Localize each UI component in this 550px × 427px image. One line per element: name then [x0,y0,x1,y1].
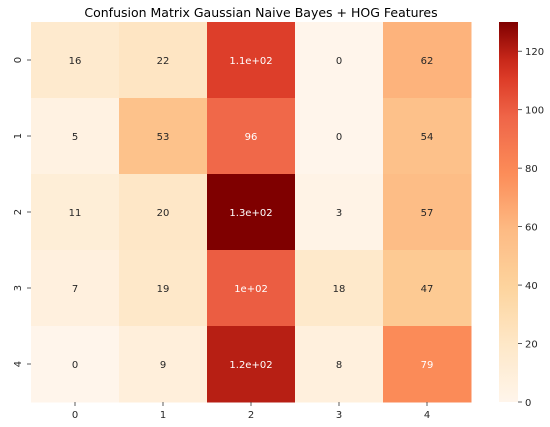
x-tick-label: 0 [72,410,78,421]
cell-value-label: 57 [421,208,434,219]
heatmap-cell [207,326,296,403]
y-tick-label: 3 [13,285,24,291]
heatmap-cell [295,22,384,99]
colorbar-tick-label: 80 [525,164,538,175]
heatmap-cell [31,250,120,327]
heatmap-cell [295,174,384,251]
colorbar-gradient [499,22,518,402]
cell-value-label: 1.2e+02 [229,360,272,371]
colorbar-tick-label: 60 [525,223,538,234]
chart-title: Confusion Matrix Gaussian Naive Bayes + … [84,5,437,20]
cell-value-label: 20 [157,208,170,219]
heatmap-cell [383,250,472,327]
x-tick-label: 1 [160,410,166,421]
heatmap-cell [207,174,296,251]
cell-value-label: 1e+02 [234,284,268,295]
y-tick-label: 1 [13,133,24,139]
heatmap-cell [119,98,208,175]
x-tick-label: 2 [248,410,254,421]
heatmap-cell [119,250,208,327]
cell-value-label: 79 [421,360,434,371]
heatmap-cell [119,174,208,251]
heatmap-cell [31,98,120,175]
y-tick-label: 0 [13,57,24,63]
heatmap-cell [119,326,208,403]
colorbar-tick-label: 0 [525,398,531,409]
cell-value-label: 1.1e+02 [229,56,272,67]
colorbar-tick-label: 20 [525,340,538,351]
cell-value-label: 19 [157,284,170,295]
cell-value-label: 7 [72,284,78,295]
heatmap-cell [207,250,296,327]
cell-value-label: 62 [421,56,434,67]
y-tick-label: 2 [13,209,24,215]
cell-value-label: 54 [421,132,434,143]
heatmap-cell [119,22,208,99]
heatmap-cell [383,174,472,251]
heatmap-cell [207,22,296,99]
heatmap-cell [207,98,296,175]
heatmap-cell [295,250,384,327]
cell-value-label: 5 [72,132,78,143]
cell-value-label: 0 [336,132,342,143]
colorbar-tick-label: 40 [525,281,538,292]
x-tick-label: 4 [424,410,430,421]
cell-value-label: 18 [333,284,346,295]
cell-value-label: 3 [336,208,342,219]
y-tick-label: 4 [13,361,24,367]
cell-value-label: 47 [421,284,434,295]
heatmap-cell [295,98,384,175]
cell-value-label: 16 [69,56,82,67]
colorbar-tick-label: 120 [525,47,544,58]
colorbar: 0 20 40 60 80 100 120 [499,22,544,409]
cell-value-label: 0 [72,360,78,371]
colorbar-tick-label: 100 [525,106,544,117]
axis-ticks: 0 1 2 3 4 0 1 2 3 4 [13,57,430,421]
cell-value-label: 96 [245,132,258,143]
cell-value-label: 53 [157,132,170,143]
heatmap-cell [295,326,384,403]
cell-value-label: 8 [336,360,342,371]
heatmap-cells: 16 22 1.1e+02 0 62 5 53 96 0 54 11 20 1.3e+02 3 57 7 19 1… [31,22,472,403]
cell-value-label: 1.3e+02 [229,208,272,219]
heatmap-cell [31,22,120,99]
x-tick-label: 3 [336,410,342,421]
cell-value-label: 0 [336,56,342,67]
cell-value-label: 22 [157,56,170,67]
heatmap-cell [383,326,472,403]
heatmap-cell [383,98,472,175]
cell-value-label: 9 [160,360,166,371]
heatmap-cell [383,22,472,99]
heatmap-cell [31,174,120,251]
cell-value-label: 11 [69,208,82,219]
heatmap-cell [31,326,120,403]
